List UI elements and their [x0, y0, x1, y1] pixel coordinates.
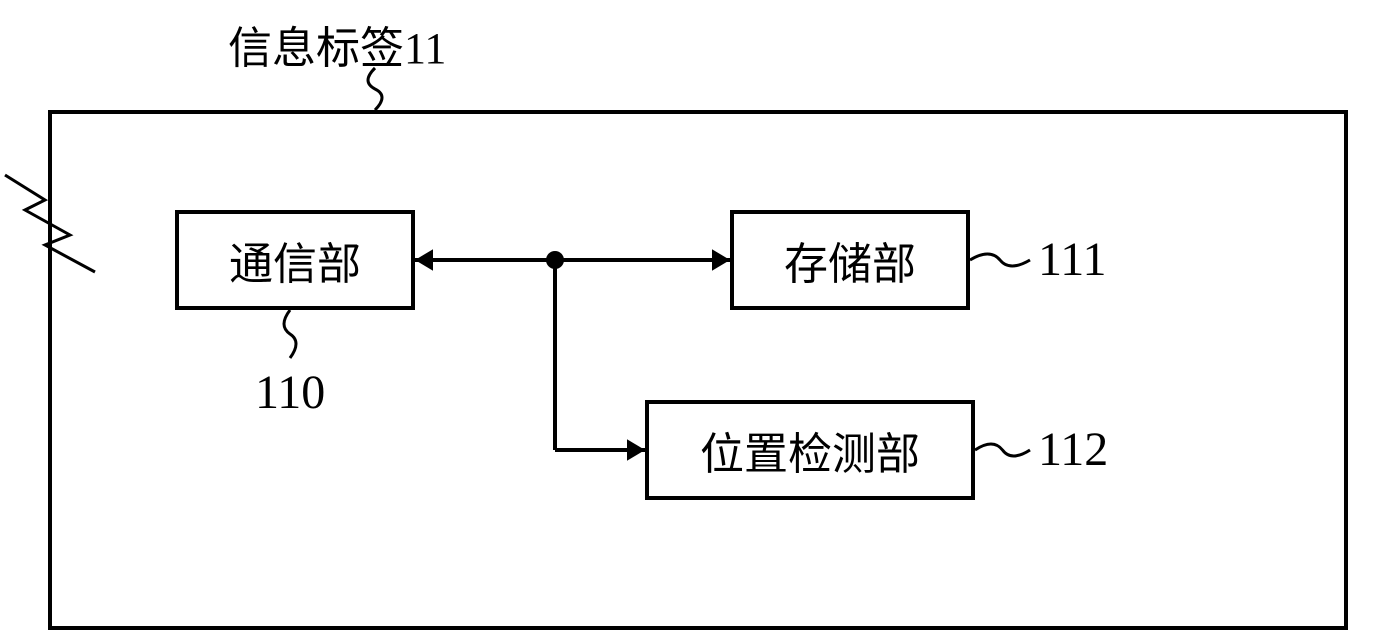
- posdet-block: 位置检测部: [645, 400, 975, 500]
- comm-block: 通信部: [175, 210, 415, 310]
- diagram-title: 信息标签11: [228, 12, 446, 76]
- outer-container-box: [48, 110, 1348, 630]
- storage-block-label: 存储部: [784, 228, 916, 292]
- posdet-block-label: 位置检测部: [700, 418, 920, 482]
- storage-ref-number: 111: [1038, 232, 1106, 287]
- posdet-ref-number: 112: [1038, 422, 1108, 477]
- comm-ref-number: 110: [255, 365, 325, 420]
- storage-block: 存储部: [730, 210, 970, 310]
- diagram-stage: 信息标签11 通信部 110 存储部 111 位置检测部 112: [0, 0, 1374, 639]
- comm-block-label: 通信部: [229, 228, 361, 292]
